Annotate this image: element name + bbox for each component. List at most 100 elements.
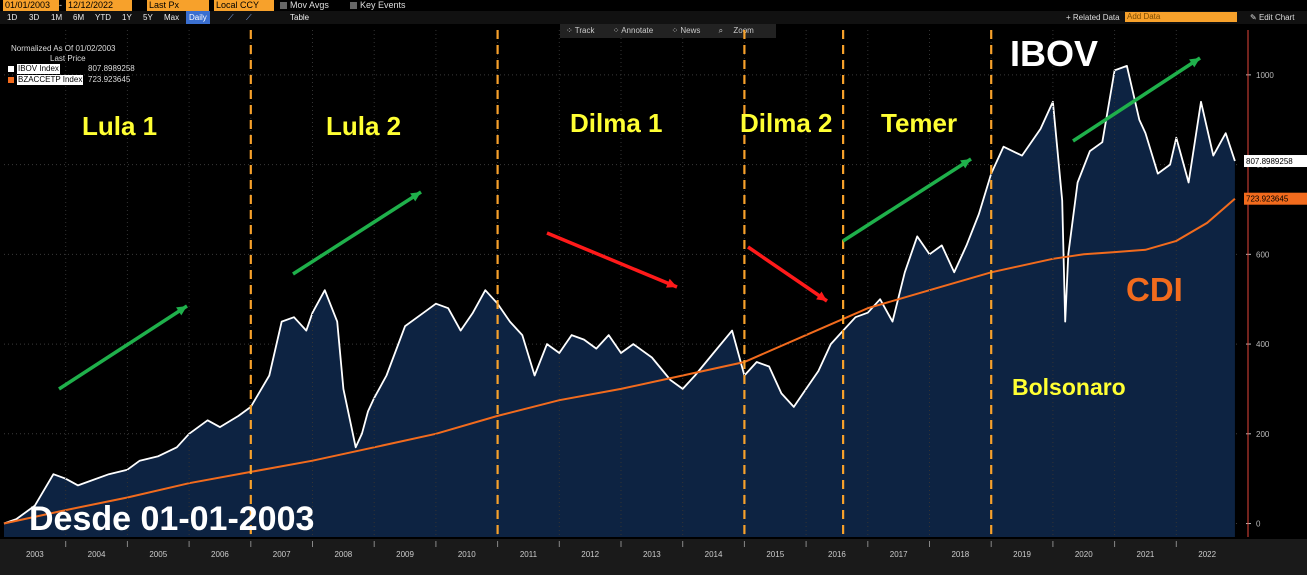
x-tick-label-2004: 2004 [88, 550, 106, 559]
x-tick-label-2008: 2008 [334, 550, 352, 559]
y-tick-label-600: 600 [1256, 250, 1270, 259]
legend-swatch-cdi [8, 77, 14, 83]
x-tick-label-2022: 2022 [1198, 550, 1216, 559]
cdi-overlay-label: CDI [1126, 271, 1183, 308]
ibov-last-price-tag [1244, 155, 1307, 168]
track-label: Track [574, 26, 595, 35]
x-tick-label-2020: 2020 [1075, 550, 1093, 559]
trend-arrow-temer [842, 157, 972, 243]
mov-avgs-toggle[interactable]: Mov Avgs [280, 0, 329, 11]
pencil-icon: ✎ [1250, 13, 1259, 22]
key-events-label: Key Events [360, 0, 406, 10]
chart-legend: Normalized As Of 01/02/2003 Last Price I… [8, 44, 135, 86]
period-1d[interactable]: 1D [7, 13, 18, 22]
trend-arrow-dilma2-head [816, 291, 827, 301]
x-tick-label-2021: 2021 [1137, 550, 1155, 559]
legend-value-cdi: 723.923645 [88, 75, 131, 84]
period-1y[interactable]: 1Y [122, 13, 132, 22]
x-tick-label-2010: 2010 [458, 550, 476, 559]
x-tick-label-2005: 2005 [149, 550, 167, 559]
y-tick-label-200: 200 [1256, 430, 1270, 439]
trend-arrow-lula2 [292, 190, 422, 276]
x-axis-band [0, 539, 1307, 575]
period-label-dilma-2: Dilma 2 [740, 108, 833, 138]
period-label-lula-2: Lula 2 [326, 111, 401, 141]
x-tick-label-2014: 2014 [705, 550, 723, 559]
trend-arrow-bolsonaro [1072, 56, 1201, 143]
trend-arrow-lula1-head [176, 306, 187, 316]
trend-arrow-bolsonaro-head [1189, 58, 1200, 68]
x-tick-label-2009: 2009 [396, 550, 414, 559]
legend-row-ibov[interactable]: IBOV Index 807.8989258 [8, 64, 135, 75]
y-tick-label-1000: 1000 [1256, 71, 1274, 80]
legend-header-last-price: Last Price [50, 54, 86, 63]
period-6m[interactable]: 6M [73, 13, 85, 22]
annotate-label: Annotate [621, 26, 654, 35]
currency-selector[interactable]: Local CCY [214, 0, 274, 11]
legend-name-cdi: BZACCETP Index [17, 75, 84, 85]
magnifier-icon: ⌕ [718, 26, 726, 35]
edit-chart-label: Edit Chart [1258, 13, 1295, 22]
trend-arrow-dilma2 [747, 245, 828, 303]
period-1m[interactable]: 1M [51, 13, 63, 22]
period-label-lula-1: Lula 1 [82, 111, 157, 141]
ibov-area-fill [4, 65, 1235, 538]
x-tick-label-2007: 2007 [273, 550, 291, 559]
trend-arrow-dilma1-head [666, 278, 677, 288]
x-tick-label-2013: 2013 [643, 550, 661, 559]
legend-row-cdi[interactable]: BZACCETP Index 723.923645 [8, 75, 130, 86]
checkbox-icon [280, 2, 287, 9]
period-max[interactable]: Max [164, 13, 180, 22]
key-events-toggle[interactable]: Key Events [350, 0, 406, 11]
period-3d[interactable]: 3D [29, 13, 40, 22]
cdi-last-price-label: 723.923645 [1246, 195, 1289, 204]
x-tick-label-2018: 2018 [951, 550, 969, 559]
news-label: News [680, 26, 701, 35]
x-tick-label-2015: 2015 [766, 550, 784, 559]
period-label-dilma-1: Dilma 1 [570, 108, 663, 138]
x-tick-label-2012: 2012 [581, 550, 599, 559]
trend-arrow-temer-head [960, 159, 971, 169]
period-toolbar: 1D 3D 1M 6M YTD 1Y 5Y Max Daily ⟋ ⟋ Tabl… [0, 11, 1307, 24]
x-tick-label-2006: 2006 [211, 550, 229, 559]
cdi-series-line [3, 197, 1236, 525]
add-data-input[interactable]: Add Data [1125, 12, 1237, 22]
area-chart-icon[interactable]: ⟋ [246, 13, 252, 22]
field-selector[interactable]: Last Px [147, 0, 209, 11]
legend-header-normalized: Normalized As Of 01/02/2003 [11, 44, 116, 53]
x-tick-label-2019: 2019 [1013, 550, 1031, 559]
table-button[interactable]: Table [290, 13, 310, 22]
legend-swatch-ibov [8, 66, 14, 72]
track-tool[interactable]: ⁘ Track [566, 26, 595, 35]
legend-name-ibov: IBOV Index [17, 64, 60, 74]
y-tick-label-0: 0 [1256, 520, 1261, 529]
end-date-field[interactable]: 12/12/2022 [66, 0, 132, 11]
period-label-temer: Temer [881, 108, 957, 138]
trend-arrow-lula1 [58, 304, 188, 391]
cdi-last-price-tag [1244, 192, 1307, 205]
since-date-label: Desde 01-01-2003 [29, 500, 314, 538]
x-tick-label-2011: 2011 [520, 550, 538, 559]
ibov-overlay-label: IBOV [1010, 33, 1098, 74]
ibov-last-price-label: 807.8989258 [1246, 157, 1293, 166]
frequency-selector[interactable]: Daily [186, 11, 210, 24]
mov-avgs-label: Mov Avgs [290, 0, 329, 10]
legend-value-ibov: 807.8989258 [88, 64, 135, 73]
period-5y[interactable]: 5Y [143, 13, 153, 22]
checkbox-icon [350, 2, 357, 9]
related-data-button[interactable]: + Related Data [1066, 13, 1120, 22]
news-tool[interactable]: ⁘ News [671, 26, 701, 35]
trend-arrow-dilma1 [546, 231, 678, 289]
x-tick-label-2003: 2003 [26, 550, 44, 559]
x-tick-label-2016: 2016 [828, 550, 846, 559]
y-tick-label-400: 400 [1256, 340, 1270, 349]
line-chart-icon[interactable]: ⟋ [228, 13, 234, 22]
edit-chart-button[interactable]: ✎ Edit Chart [1250, 11, 1295, 24]
start-date-field[interactable]: 01/01/2003 [3, 0, 59, 11]
x-tick-label-2017: 2017 [890, 550, 908, 559]
ibov-series-line [3, 65, 1236, 525]
period-ytd[interactable]: YTD [95, 13, 111, 22]
trend-arrow-lula2-head [410, 192, 421, 202]
annotate-tool[interactable]: ⁘ Annotate [612, 26, 654, 35]
